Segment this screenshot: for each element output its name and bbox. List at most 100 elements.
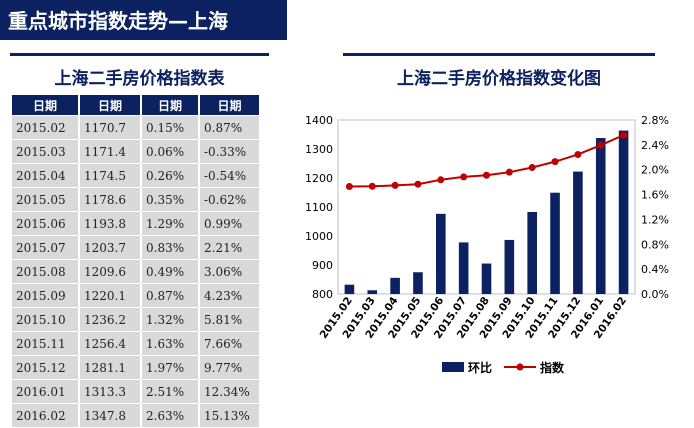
table-row: 2015.08 1209.6 0.49% 3.06% <box>12 260 259 283</box>
table-row: 2016.02 1347.8 2.63% 15.13% <box>12 404 259 427</box>
index-point-2015.06 <box>437 176 445 184</box>
table-cell: 2015.02 <box>12 116 78 139</box>
y-right-tick-label: 0.0% <box>641 288 669 301</box>
table-cell: 0.06% <box>142 140 198 163</box>
table-row: 2015.02 1170.7 0.15% 0.87% <box>12 116 259 139</box>
table-cell: 0.87% <box>200 116 259 139</box>
bar-2015.03 <box>367 290 378 294</box>
column-header: 日期 <box>12 95 78 115</box>
chart-divider <box>343 53 655 56</box>
y-left-tick-label: 1200 <box>305 172 333 185</box>
header-banner: 重点城市指数走势—上海 <box>0 0 287 40</box>
table-cell: 1347.8 <box>80 404 140 427</box>
index-point-2015.03 <box>368 182 376 190</box>
bar-2016.02 <box>618 130 629 294</box>
y-right-tick-label: 2.4% <box>641 139 669 152</box>
table-cell: 1256.4 <box>80 332 140 355</box>
price-index-table: 日期 日期 日期 日期 2015.02 1170.7 0.15% 0.87% 2015.… <box>10 94 261 428</box>
bar-2015.04 <box>390 277 400 294</box>
y-left-tick-label: 1100 <box>305 201 333 214</box>
table-row: 2015.10 1236.2 1.32% 5.81% <box>12 308 259 331</box>
table-cell: 1170.7 <box>80 116 140 139</box>
table-cell: 2.51% <box>142 380 198 403</box>
table-cell: 1220.1 <box>80 284 140 307</box>
chart-title: 上海二手房价格指数变化图 <box>397 69 601 89</box>
price-index-chart: 800 900 1000 1100 1200 1300 1400 0.0% 0.4% 0.8% 1.… <box>305 114 669 375</box>
bar-2015.07 <box>458 242 469 294</box>
table-cell: 2.21% <box>200 236 259 259</box>
index-point-2015.05 <box>414 180 422 188</box>
table-row: 2015.06 1193.8 1.29% 0.99% <box>12 212 259 235</box>
table-cell: 2016.02 <box>12 404 78 427</box>
table-cell: 0.35% <box>142 188 198 211</box>
table-cell: 2015.11 <box>12 332 78 355</box>
index-point-2015.11 <box>551 158 559 166</box>
index-point-2015.02 <box>345 182 353 190</box>
table-title: 上海二手房价格指数表 <box>54 69 225 89</box>
table-cell: 1193.8 <box>80 212 140 235</box>
legend-bar-swatch <box>442 362 464 372</box>
table-cell: 1.97% <box>142 356 198 379</box>
table-cell: 9.77% <box>200 356 259 379</box>
table-cell: 1203.7 <box>80 236 140 259</box>
index-point-2015.12 <box>574 150 582 158</box>
table-cell: -0.62% <box>200 188 259 211</box>
table-cell: 2015.09 <box>12 284 78 307</box>
table-cell: 0.26% <box>142 164 198 187</box>
table-cell: 3.06% <box>200 260 259 283</box>
y-right-tick-label: 2.0% <box>641 164 669 177</box>
legend-bar-label: 环比 <box>468 360 492 375</box>
table-cell: 2015.03 <box>12 140 78 163</box>
index-point-2015.08 <box>483 171 490 179</box>
table-cell: 2015.07 <box>12 236 78 259</box>
table-cell: -0.54% <box>200 164 259 187</box>
table-cell: 1178.6 <box>80 188 140 211</box>
y-left-tick-label: 1400 <box>305 114 333 127</box>
column-header: 日期 <box>200 95 259 115</box>
table-cell: 0.99% <box>200 212 259 235</box>
table-divider <box>10 53 269 56</box>
table-cell: 1209.6 <box>80 260 140 283</box>
index-point-2015.07 <box>460 173 468 181</box>
bar-2015.12 <box>573 171 583 294</box>
legend-line-label: 指数 <box>540 360 565 375</box>
y-left-tick-label: 800 <box>312 288 333 301</box>
table-cell: 1313.3 <box>80 380 140 403</box>
table-cell: 2015.06 <box>12 212 78 235</box>
index-point-2016.01 <box>597 141 605 149</box>
y-right-tick-label: 0.8% <box>641 238 669 251</box>
table-cell: 7.66% <box>200 332 259 355</box>
bar-2015.11 <box>550 192 560 294</box>
table-cell: 15.13% <box>200 404 259 427</box>
table-row: 2015.09 1220.1 0.87% 4.23% <box>12 284 259 307</box>
table-cell: 1236.2 <box>80 308 140 331</box>
table-row: 2016.01 1313.3 2.51% 12.34% <box>12 380 259 403</box>
table-row: 2015.03 1171.4 0.06% -0.33% <box>12 140 259 163</box>
table-cell: 12.34% <box>200 380 259 403</box>
table-cell: 1171.4 <box>80 140 140 163</box>
index-point-2016.02 <box>620 131 628 139</box>
table-cell: 1281.1 <box>80 356 140 379</box>
bar-2015.02 <box>344 284 355 294</box>
table-cell: 1.32% <box>142 308 198 331</box>
index-point-2015.09 <box>505 168 513 176</box>
table-cell: 0.15% <box>142 116 198 139</box>
y-right-tick-label: 1.6% <box>641 189 669 202</box>
table-cell: -0.33% <box>200 140 259 163</box>
table-cell: 2015.10 <box>12 308 78 331</box>
table-row: 2015.04 1174.5 0.26% -0.54% <box>12 164 259 187</box>
bar-2015.08 <box>481 263 492 294</box>
y-left-tick-label: 1300 <box>305 143 333 156</box>
table-cell: 2015.04 <box>12 164 78 187</box>
table-cell: 2.63% <box>142 404 198 427</box>
table-cell: 2015.05 <box>12 188 78 211</box>
bar-2015.06 <box>436 213 446 294</box>
table-cell: 0.87% <box>142 284 198 307</box>
bar-2016.01 <box>595 138 606 294</box>
bar-2015.10 <box>527 211 537 294</box>
y-right-tick-label: 1.2% <box>641 213 669 226</box>
table-cell: 1.63% <box>142 332 198 355</box>
table-cell: 1.29% <box>142 212 198 235</box>
table-row: 2015.07 1203.7 0.83% 2.21% <box>12 236 259 259</box>
page-title: 重点城市指数走势—上海 <box>8 9 228 33</box>
